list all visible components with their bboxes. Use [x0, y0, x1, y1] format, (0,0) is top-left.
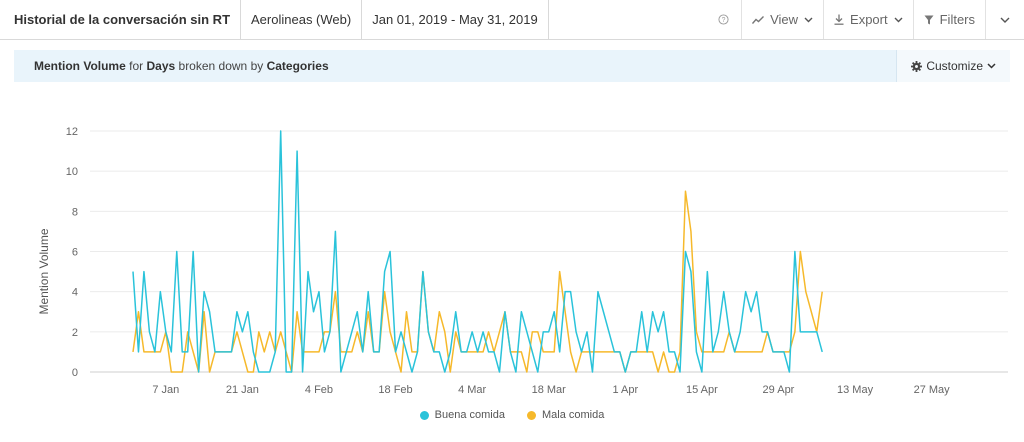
x-tick-label: 1 Apr	[612, 384, 638, 396]
metric-label: Mention Volume	[34, 59, 126, 73]
series-line-mala-comida[interactable]	[132, 190, 823, 373]
x-tick-label: 4 Feb	[305, 384, 333, 396]
legend-label-mala-comida: Mala comida	[541, 409, 605, 421]
y-tick-label: 8	[72, 206, 78, 218]
report-title[interactable]: Historial de la conversación sin RT	[0, 0, 242, 39]
funnel-icon	[924, 15, 934, 24]
broken-down-text: broken down by	[178, 59, 264, 73]
x-tick-label: 7 Jan	[152, 384, 179, 396]
line-chart-icon	[752, 15, 765, 24]
top-toolbar: Historial de la conversación sin RT Aero…	[0, 0, 1024, 40]
chart-subheader: Mention Volume for Days broken down by C…	[14, 50, 1010, 82]
dimension-label: Categories	[266, 59, 329, 73]
y-tick-label: 4	[72, 287, 78, 299]
legend-item-mala-comida[interactable]: Mala comida	[526, 409, 605, 421]
chevron-down-icon	[1000, 17, 1010, 23]
x-tick-label: 29 Apr	[763, 384, 795, 396]
series-lines	[132, 130, 823, 373]
y-axis-ticks: 0 2 4 6 8 10 12	[66, 126, 78, 379]
legend-swatch-mala-comida	[526, 410, 536, 420]
y-tick-label: 10	[66, 166, 78, 178]
y-tick-label: 0	[72, 367, 78, 379]
for-text: for	[129, 59, 144, 73]
chart-description: Mention Volume for Days broken down by C…	[14, 59, 329, 73]
mention-volume-chart: 0 2 4 6 8 10 12 7 Jan 21 Jan 4 Feb 18 Feb 4 Mar 18 …	[37, 126, 1008, 396]
period-label: Days	[146, 59, 176, 73]
export-button[interactable]: Export	[823, 0, 913, 39]
source-selector[interactable]: Aerolineas (Web)	[241, 0, 363, 39]
legend-label-buena-comida: Buena comida	[434, 409, 505, 421]
x-tick-label: 15 Apr	[686, 384, 718, 396]
gear-icon	[911, 60, 923, 72]
customize-button[interactable]: Customize	[896, 50, 1010, 82]
y-tick-label: 2	[72, 327, 78, 339]
y-tick-label: 12	[66, 126, 78, 138]
chart-legend: Buena comida Mala comida	[0, 409, 1024, 421]
x-tick-label: 27 May	[914, 384, 951, 396]
customize-label: Customize	[926, 59, 983, 73]
x-tick-label: 18 Mar	[532, 384, 567, 396]
y-axis-label: Mention Volume	[37, 228, 51, 314]
legend-swatch-buena-comida	[419, 410, 429, 420]
chevron-down-icon	[804, 17, 813, 22]
view-label: View	[770, 12, 799, 27]
x-axis-ticks: 7 Jan 21 Jan 4 Feb 18 Feb 4 Mar 18 Mar 1 Apr 15…	[152, 384, 950, 396]
chevron-down-icon	[894, 17, 903, 22]
y-tick-label: 6	[72, 247, 78, 259]
download-icon	[834, 14, 844, 25]
chart-grid	[90, 130, 1008, 373]
date-range-selector[interactable]: Jan 01, 2019 - May 31, 2019	[362, 0, 549, 39]
svg-text:?: ?	[722, 17, 726, 24]
x-tick-label: 13 May	[837, 384, 874, 396]
more-options-button[interactable]	[985, 0, 1024, 39]
chevron-down-icon	[987, 63, 996, 69]
filters-label: Filters	[939, 12, 975, 27]
x-tick-label: 4 Mar	[458, 384, 486, 396]
x-tick-label: 21 Jan	[226, 384, 259, 396]
legend-item-buena-comida[interactable]: Buena comida	[419, 409, 505, 421]
filters-button[interactable]: Filters	[912, 0, 985, 39]
help-button[interactable]: ?	[706, 0, 741, 39]
export-label: Export	[850, 12, 888, 27]
series-line-buena-comida[interactable]	[132, 130, 823, 373]
view-button[interactable]: View	[741, 0, 823, 39]
help-circle-icon: ?	[718, 14, 729, 25]
x-tick-label: 18 Feb	[378, 384, 412, 396]
